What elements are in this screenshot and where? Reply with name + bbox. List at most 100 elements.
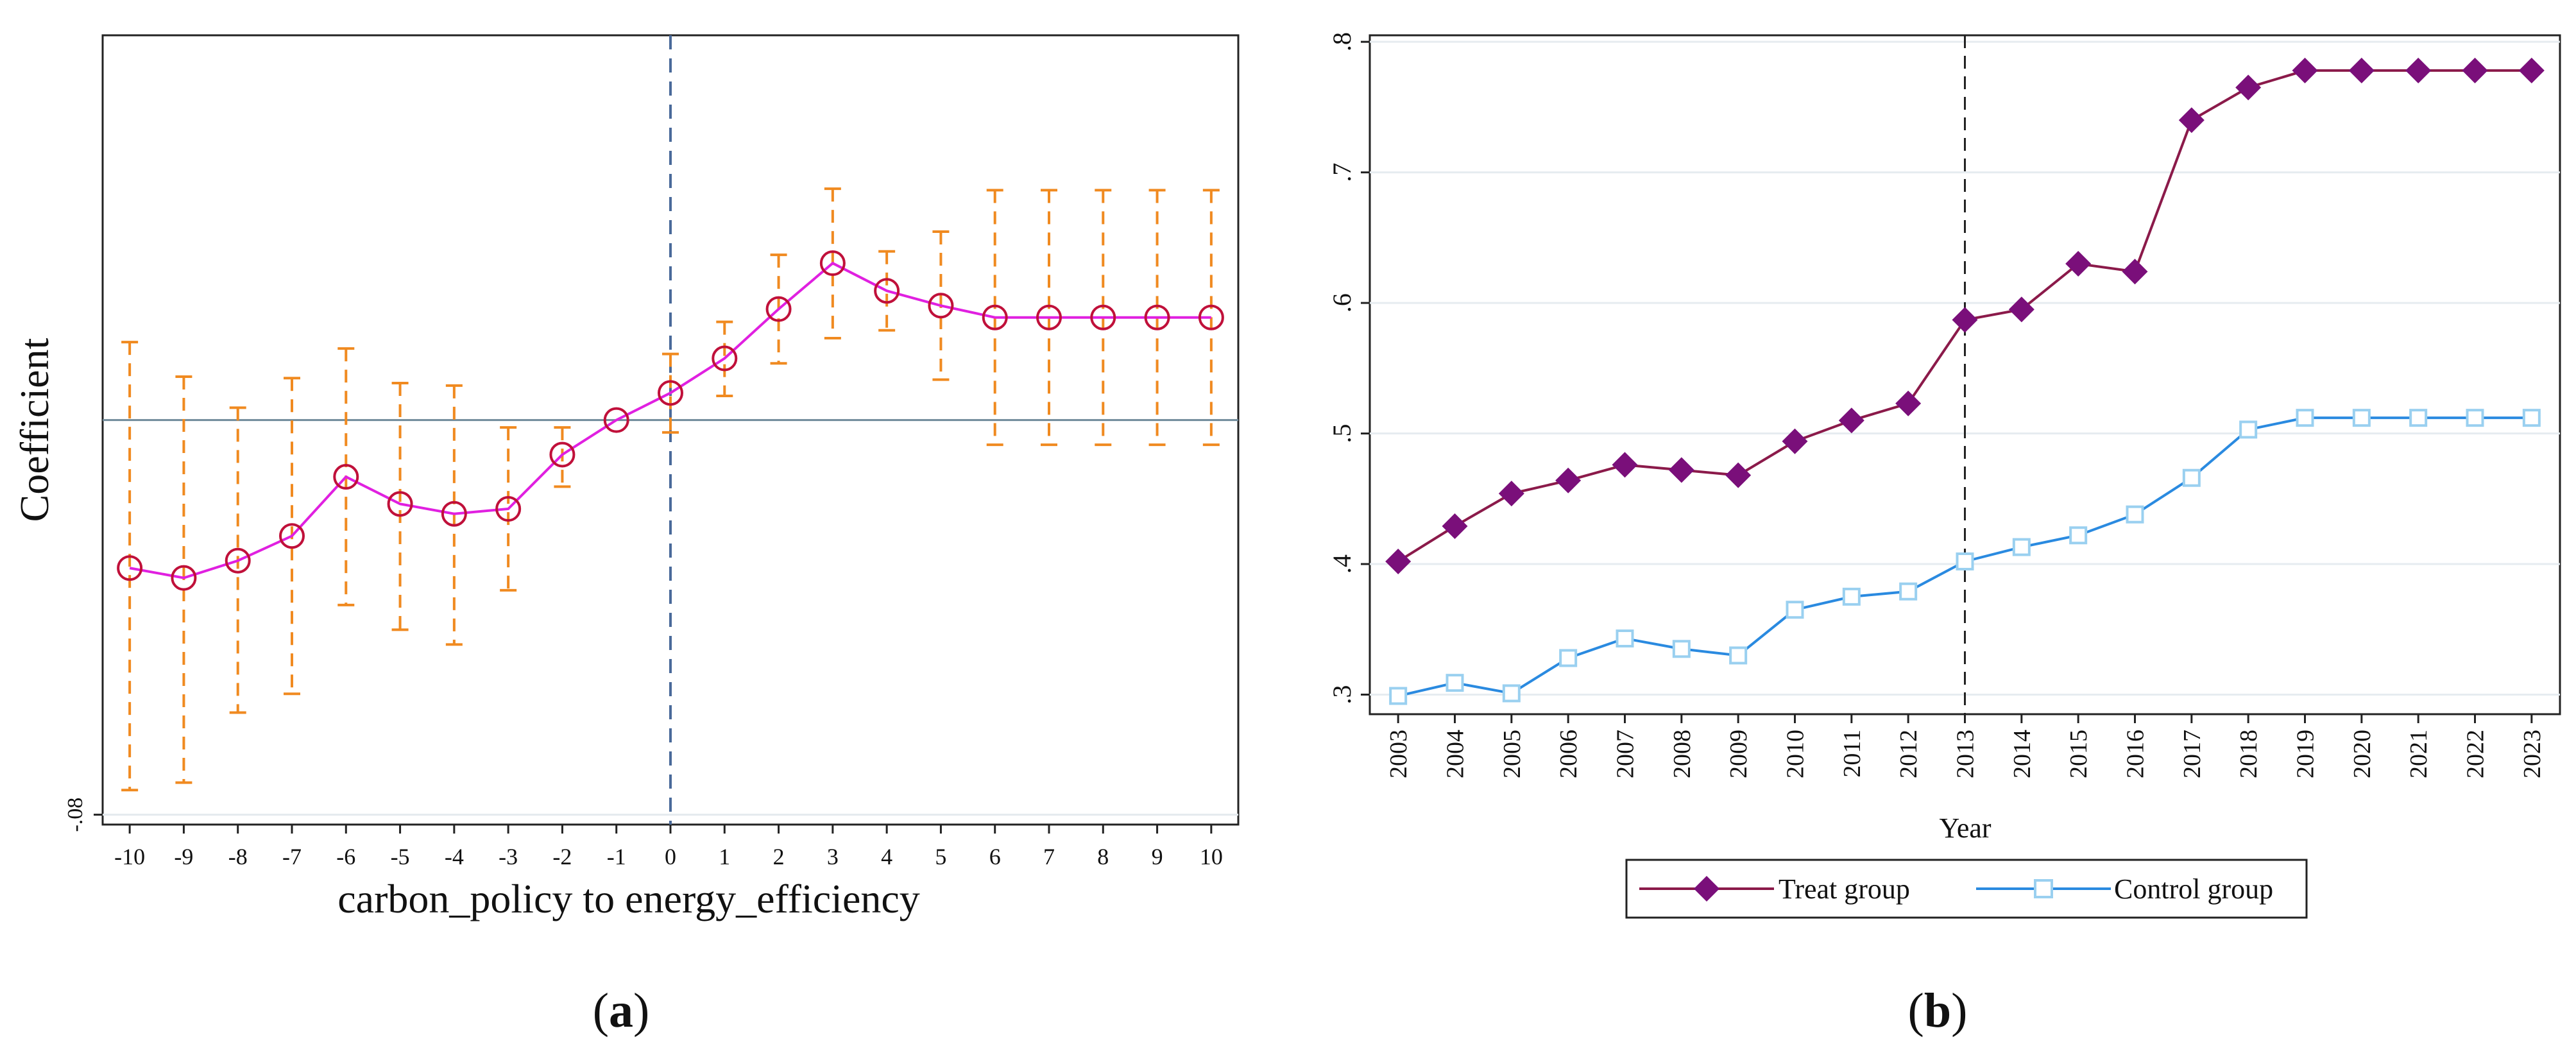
panel-a-x-tick-label-0: 0 bbox=[665, 844, 676, 869]
panel-a-x-tick-label-1: 1 bbox=[719, 844, 730, 869]
panel-a-point-4 bbox=[874, 278, 900, 304]
panel-b-x-tick-label-2005: 2005 bbox=[1499, 730, 1526, 778]
panel-a-x-tick-label-7: 7 bbox=[1043, 844, 1055, 869]
panel-a-point-6 bbox=[982, 304, 1008, 330]
panel-b-point-treat-group-2021 bbox=[2405, 57, 2432, 83]
panel-a-point--5 bbox=[387, 491, 413, 517]
panel-a-point-5 bbox=[928, 293, 954, 319]
panel-b-y-tick-label-p3: .3 bbox=[1327, 685, 1356, 704]
legend-treat-marker bbox=[1694, 876, 1719, 902]
panel-b-point-treat-group-2006 bbox=[1555, 467, 1582, 493]
panel-a-letter: a bbox=[609, 984, 633, 1038]
panel-a-point-0 bbox=[658, 380, 683, 406]
panel-b-point-treat-group-2003 bbox=[1385, 548, 1412, 574]
panel-b-y-tick-label-p5: .5 bbox=[1327, 424, 1356, 443]
panel-a-point--6 bbox=[333, 464, 359, 490]
panel-b-point-control-group-2004 bbox=[1446, 674, 1464, 692]
panel-b-x-tick-label-2023: 2023 bbox=[2519, 730, 2546, 778]
panel-b-point-control-group-2009 bbox=[1729, 646, 1748, 665]
panel-b-point-treat-group-2005 bbox=[1498, 481, 1524, 507]
panel-a-x-tick-label-5: 5 bbox=[935, 844, 946, 869]
panel-b-x-tick-label-2012: 2012 bbox=[1895, 730, 1922, 778]
panel-b-caption: (b) bbox=[1908, 984, 1968, 1038]
panel-b-point-control-group-2016 bbox=[2126, 505, 2144, 524]
panel-b-point-treat-group-2017 bbox=[2178, 107, 2205, 133]
panel-b-x-tick-label-2014: 2014 bbox=[2009, 730, 2036, 778]
legend-control-label: Control group bbox=[2114, 873, 2273, 905]
panel-b-point-control-group-2023 bbox=[2522, 409, 2541, 427]
panel-a-x-tick-label--8: -8 bbox=[228, 844, 248, 869]
panel-b-y-tick-label-p6: .6 bbox=[1327, 293, 1356, 312]
panel-b-x-axis-label: Year bbox=[1939, 812, 1991, 844]
panel-b-point-treat-group-2020 bbox=[2348, 57, 2375, 83]
panel-b-point-control-group-2008 bbox=[1672, 640, 1691, 658]
panel-b-x-tick-label-2010: 2010 bbox=[1782, 730, 1809, 778]
panel-a-caption: (a) bbox=[593, 984, 650, 1038]
panel-b-x-tick-label-2022: 2022 bbox=[2462, 730, 2489, 778]
panel-b-point-treat-group-2010 bbox=[1782, 428, 1808, 454]
legend: Treat group Control group bbox=[1625, 859, 2308, 919]
panel-b-point-control-group-2006 bbox=[1559, 649, 1578, 667]
panel-b-point-treat-group-2011 bbox=[1838, 407, 1864, 434]
panel-b-point-control-group-2019 bbox=[2296, 409, 2314, 427]
panel-a-x-tick-label--6: -6 bbox=[336, 844, 355, 869]
panel-b-point-treat-group-2019 bbox=[2292, 57, 2318, 83]
panel-b-x-tick-label-2019: 2019 bbox=[2292, 730, 2319, 778]
panel-a-point--4 bbox=[441, 501, 467, 527]
panel-a-x-tick-label-2: 2 bbox=[773, 844, 785, 869]
panel-a-point-2 bbox=[765, 296, 792, 322]
legend-control-marker bbox=[2034, 879, 2053, 898]
panel-b-point-control-group-2020 bbox=[2352, 409, 2371, 427]
panel-b-x-tick-label-2013: 2013 bbox=[1952, 730, 1979, 778]
panel-b-point-treat-group-2014 bbox=[2008, 296, 2034, 323]
panel-b-x-tick-label-2015: 2015 bbox=[2065, 730, 2092, 778]
panel-b-x-tick-label-2009: 2009 bbox=[1725, 730, 1752, 778]
panel-b-point-treat-group-2004 bbox=[1442, 513, 1468, 540]
panel-b-point-treat-group-2023 bbox=[2518, 57, 2545, 83]
panel-a-x-tick-label--3: -3 bbox=[499, 844, 518, 869]
panel-a-x-tick-label-8: 8 bbox=[1097, 844, 1109, 869]
panel-b-point-treat-group-2008 bbox=[1668, 457, 1694, 483]
panel-b-point-control-group-2012 bbox=[1899, 582, 1918, 601]
panel-b-x-tick-label-2008: 2008 bbox=[1669, 730, 1696, 778]
panel-a-point-7 bbox=[1036, 304, 1062, 330]
panel-b-point-control-group-2014 bbox=[2012, 538, 2031, 556]
panel-a-x-tick-label--9: -9 bbox=[174, 844, 193, 869]
panel-a-coefficient-line bbox=[129, 261, 1211, 579]
panel-b-point-treat-group-2007 bbox=[1612, 452, 1638, 478]
panel-b-x-tick-label-2020: 2020 bbox=[2349, 730, 2376, 778]
panel-b-point-treat-group-2022 bbox=[2462, 57, 2488, 83]
panel-a-point--3 bbox=[495, 496, 522, 522]
panel-b-x-tick-label-2017: 2017 bbox=[2179, 730, 2206, 778]
panel-a-x-tick-label-9: 9 bbox=[1152, 844, 1163, 869]
panel-b-x-tick-label-2004: 2004 bbox=[1442, 730, 1469, 778]
panel-a-point--8 bbox=[225, 547, 251, 574]
panel-b-point-treat-group-2015 bbox=[2065, 251, 2092, 277]
panel-a-point-10 bbox=[1198, 304, 1224, 330]
panel-b-point-control-group-2013 bbox=[1956, 552, 1974, 570]
panel-a-point--7 bbox=[279, 523, 305, 549]
panel-b-x-tick-label-2007: 2007 bbox=[1612, 730, 1639, 778]
panel-b-x-tick-label-2011: 2011 bbox=[1839, 730, 1866, 778]
panel-b-point-treat-group-2009 bbox=[1725, 462, 1752, 488]
panel-a-x-axis-label: carbon_policy to energy_efficiency bbox=[337, 876, 920, 921]
panel-a-point--10 bbox=[117, 555, 143, 581]
panel-b-x-tick-label-2016: 2016 bbox=[2122, 730, 2149, 778]
panel-a: -10 -9 -8 -7 -6 -5 -4 -3 -2 -1 0 1 2 3 4 5 6 7 8 9 10 -.08 c… bbox=[12, 34, 1240, 1038]
panel-b-x-tick-label-2018: 2018 bbox=[2235, 730, 2262, 778]
panel-b-point-control-group-2011 bbox=[1842, 587, 1861, 606]
legend-item-treat: Treat group bbox=[1639, 873, 1910, 905]
panel-b-point-control-group-2015 bbox=[2069, 526, 2088, 545]
panel-a-y-axis-label: Coefficient bbox=[12, 338, 57, 522]
panel-b-x-tick-label-2006: 2006 bbox=[1555, 730, 1582, 778]
panel-b-point-control-group-2022 bbox=[2466, 409, 2484, 427]
panel-a-x-tick-label-10: 10 bbox=[1200, 844, 1223, 869]
panel-a-point--9 bbox=[171, 565, 197, 591]
panel-b-point-control-group-2010 bbox=[1786, 601, 1804, 619]
panel-a-y-tick-label-mp08: -.08 bbox=[64, 798, 87, 832]
panel-a-x-tick-label--7: -7 bbox=[282, 844, 302, 869]
panel-b-point-treat-group-2018 bbox=[2235, 74, 2262, 101]
panel-a-point-1 bbox=[712, 345, 738, 372]
panel-b-y-tick-label-p8: .8 bbox=[1327, 32, 1356, 51]
